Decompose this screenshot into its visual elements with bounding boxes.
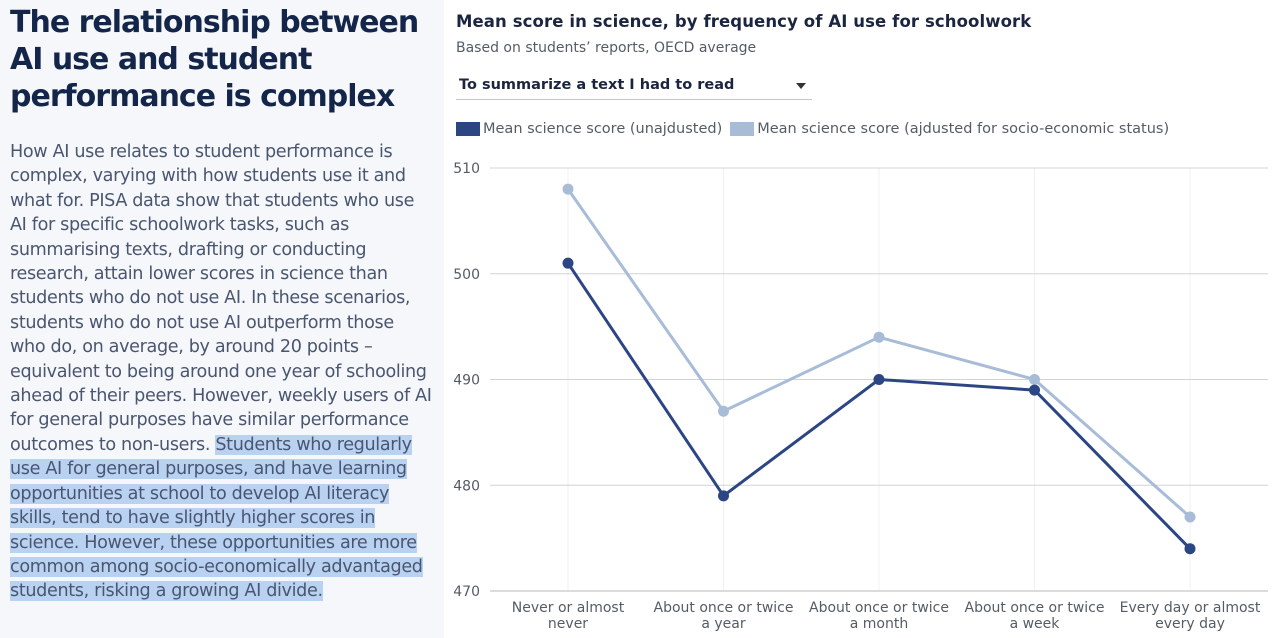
article-panel: The relationship between AI use and stud…	[0, 0, 444, 638]
legend-swatch-adjusted	[730, 122, 755, 136]
dropdown-selected-value: To summarize a text I had to read	[459, 77, 735, 93]
highlighted-text: Students who regularly use AI for genera…	[10, 434, 423, 602]
data-point-unadjusted	[562, 257, 574, 269]
article-headline: The relationship between AI use and stud…	[10, 5, 419, 114]
data-point-adjusted	[873, 331, 885, 343]
data-point-adjusted	[1029, 374, 1040, 385]
x-tick-label: About once or twice a year	[654, 600, 794, 632]
legend-swatch-unadjusted	[456, 122, 480, 136]
chart-title: Mean score in science, by frequency of A…	[456, 12, 1032, 31]
chart-panel: Mean score in science, by frequency of A…	[444, 0, 1280, 638]
x-tick-label: About once or twice a month	[809, 600, 949, 632]
ai-use-purpose-dropdown[interactable]: To summarize a text I had to read	[456, 75, 812, 100]
x-tick-label: Every day or almost every day	[1120, 600, 1261, 632]
x-tick-label: About once or twice a week	[965, 600, 1105, 632]
data-point-unadjusted	[873, 374, 885, 385]
legend-item-adjusted[interactable]: Mean science score (ajdusted for socio-e…	[730, 121, 1169, 137]
legend-label-adjusted: Mean science score (ajdusted for socio-e…	[757, 121, 1170, 137]
article-paragraph: How AI use relates to student performanc…	[10, 140, 434, 604]
data-point-adjusted	[562, 183, 574, 195]
data-point-adjusted	[718, 405, 729, 417]
y-tick-label: 490	[453, 373, 480, 389]
chart-subtitle: Based on students’ reports, OECD average	[456, 40, 757, 56]
data-point-unadjusted	[1029, 384, 1040, 396]
legend-item-unadjusted[interactable]: Mean science score (unajdusted)	[456, 121, 722, 137]
data-point-unadjusted	[718, 490, 729, 502]
x-tick-label: Never or almost never	[512, 600, 625, 632]
chart-legend: Mean science score (unajdusted) Mean sci…	[456, 121, 1177, 137]
y-tick-label: 510	[453, 161, 480, 177]
legend-label-unadjusted: Mean science score (unajdusted)	[483, 121, 723, 137]
data-point-unadjusted	[1184, 543, 1196, 555]
line-chart: 470 480 490 500 510 Never or almost never About…	[453, 161, 1268, 632]
y-tick-label: 470	[453, 584, 480, 600]
data-point-adjusted	[1184, 511, 1196, 523]
caret-down-icon	[796, 83, 806, 89]
y-tick-label: 480	[453, 478, 480, 494]
paragraph-text: How AI use relates to student performanc…	[10, 142, 432, 455]
y-tick-label: 500	[453, 267, 480, 283]
